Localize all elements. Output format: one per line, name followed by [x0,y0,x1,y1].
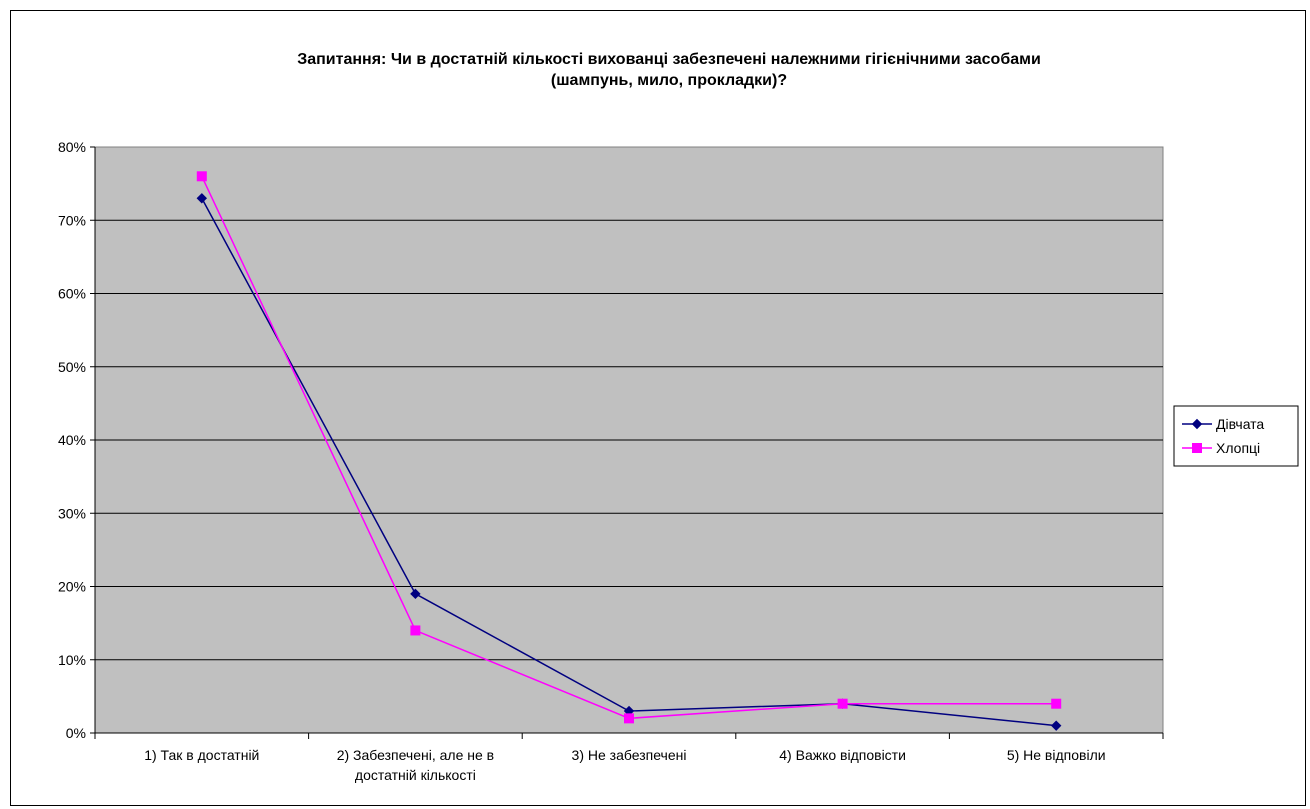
legend-label: Дівчата [1216,416,1264,432]
x-tick-label: 2) Забезпечені, але не в [337,747,494,763]
series-lines [196,171,1062,731]
legend-marker [1192,443,1202,453]
y-tick-label: 70% [58,212,86,228]
x-tick-label: 1) Так в достатній [144,747,259,763]
y-tick-label: 80% [58,139,86,155]
legend-label: Хлопці [1216,440,1260,456]
data-point [196,193,208,204]
legend-marker [1191,418,1203,430]
x-tick-label: 5) Не відповіли [1007,747,1106,763]
y-axis: 0% 10% 20% 30% 40% 50% 60% 70% 80% [58,139,96,741]
y-tick-label: 50% [58,359,86,375]
y-tick-label: 20% [58,579,86,595]
data-point [1051,698,1062,709]
legend-item: Дівчата [1182,416,1264,432]
chart-title: Запитання: Чи в достатній кількості вихо… [297,51,1041,89]
y-tick-label: 40% [58,432,86,448]
data-point [196,171,207,182]
line-chart: Запитання: Чи в достатній кількості вихо… [58,51,1299,783]
data-point [624,713,634,724]
series-2 [196,171,1062,724]
data-point [837,698,848,709]
chart-title-line-1: Запитання: Чи в достатній кількості вихо… [297,51,1041,68]
chart-title-line-2: (шампунь, мило, прокладки)? [551,72,787,89]
x-axis: 1) Так в достатній 2) Забезпечені, але не… [94,732,1164,783]
chart-area: Запитання: Чи в достатній кількості вихо… [10,10,1306,806]
legend-box [1173,405,1299,467]
y-tick-label: 60% [58,286,86,302]
legend: Дівчата Хлопці [1173,405,1299,467]
data-point [410,588,421,600]
data-point [410,625,421,636]
y-tick-label: 30% [58,505,86,521]
legend-item: Хлопці [1182,440,1260,456]
x-tick-label: 3) Не забезпечені [572,747,687,763]
y-tick-label: 10% [58,652,86,668]
x-tick-label: 4) Важко відповісти [779,747,906,763]
plot-area [94,146,1164,734]
data-point [1050,720,1062,731]
x-tick-label: достатній кількості [355,767,476,783]
y-tick-label: 0% [66,725,86,741]
